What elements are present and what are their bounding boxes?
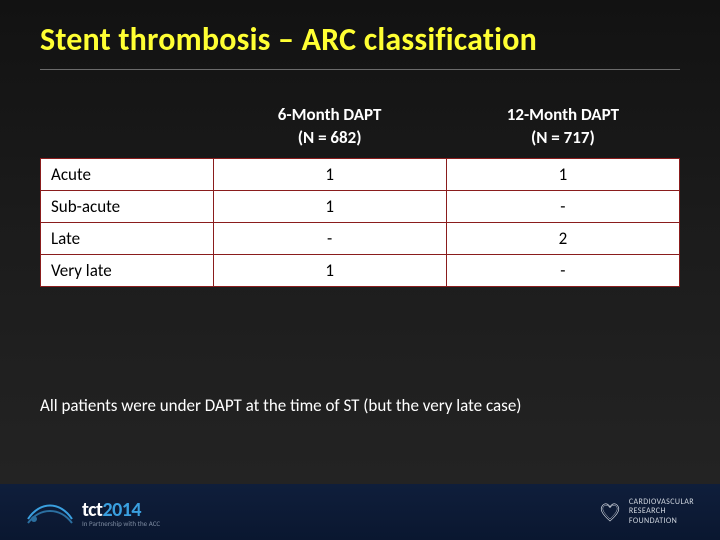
tct-logo-text: tct2014 In Partnership with the ACC [82, 498, 160, 527]
table-row: Sub-acute 1 - [41, 191, 680, 223]
slide-title: Stent thrombosis – ARC classification [0, 0, 720, 65]
table-cell: 1 [213, 255, 446, 287]
table-cell: - [213, 223, 446, 255]
slide: Stent thrombosis – ARC classification 6-… [0, 0, 720, 540]
crf-text: Cardiovascular Research Foundation [629, 498, 694, 527]
tct-brand: tct2014 [82, 498, 160, 522]
table-row: Very late 1 - [41, 255, 680, 287]
tct-partner-text: In Partnership with the ACC [82, 520, 160, 527]
row-label: Late [41, 223, 214, 255]
logo-left: tct2014 In Partnership with the ACC [26, 497, 160, 527]
tct-brand-name: tct [82, 498, 102, 522]
row-label: Very late [41, 255, 214, 287]
table-row: Acute 1 1 [41, 159, 680, 191]
column-subheader: (N = 682) [213, 127, 446, 159]
tct-brand-year: 2014 [102, 498, 141, 522]
table-cell: 1 [213, 191, 446, 223]
table-cell: - [446, 255, 679, 287]
table-cell: 1 [213, 159, 446, 191]
table-cell: - [446, 191, 679, 223]
title-divider [40, 69, 680, 70]
data-table: 6-Month DAPT 12-Month DAPT (N = 682) (N … [40, 98, 680, 287]
column-header: 12-Month DAPT [446, 98, 679, 127]
heart-icon [598, 501, 622, 523]
table-cell: 1 [446, 159, 679, 191]
column-header: 6-Month DAPT [213, 98, 446, 127]
logo-right: Cardiovascular Research Foundation [598, 498, 694, 527]
crf-line: Foundation [629, 517, 694, 527]
table-cell: 2 [446, 223, 679, 255]
column-header-blank [41, 98, 214, 127]
table-row: Late - 2 [41, 223, 680, 255]
footer: tct2014 In Partnership with the ACC Card… [0, 484, 720, 540]
column-subheader: (N = 717) [446, 127, 679, 159]
column-subheader-blank [41, 127, 214, 159]
row-label: Sub-acute [41, 191, 214, 223]
content-area: 6-Month DAPT 12-Month DAPT (N = 682) (N … [0, 98, 720, 287]
row-label: Acute [41, 159, 214, 191]
swoosh-icon [26, 497, 74, 527]
footnote: All patients were under DAPT at the time… [40, 395, 521, 416]
